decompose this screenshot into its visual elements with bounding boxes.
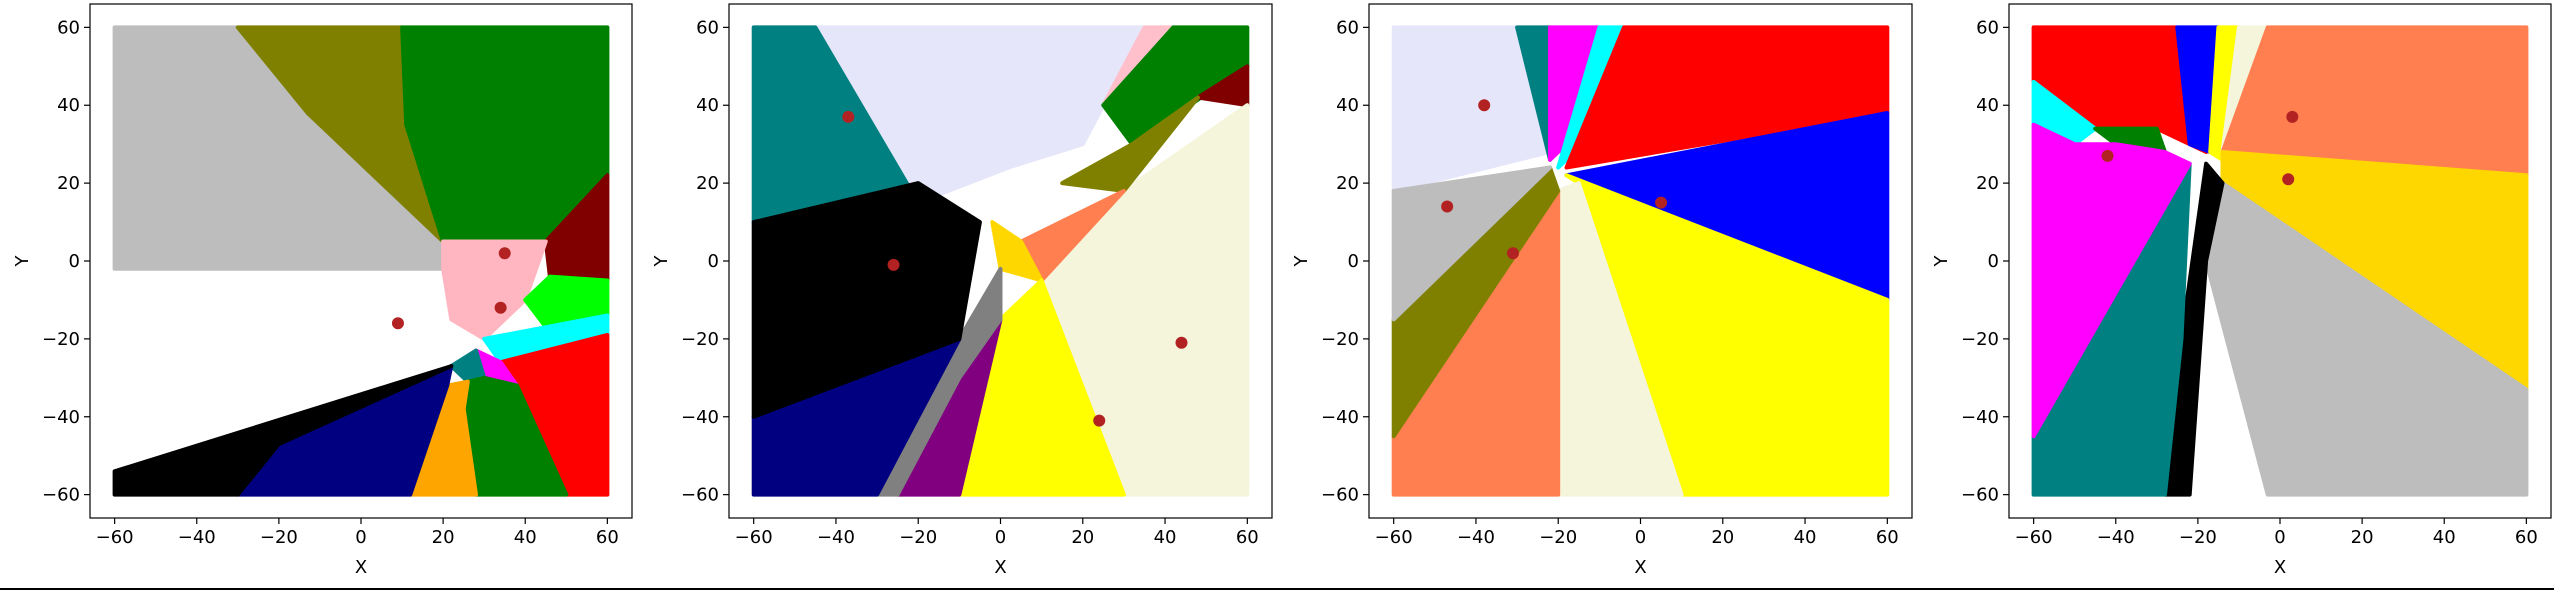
y-tick-label: −20 (681, 329, 719, 350)
chart-panel-1: −60 −40 −20 0 20 40 60 −60 −40 −20 0 20 40 60 X Y (12, 3, 633, 578)
x-tick-label: 0 (1635, 527, 1646, 548)
y-tick-label: 60 (1976, 17, 1999, 38)
x-tick-label: 0 (2274, 527, 2285, 548)
y-tick-label: −60 (42, 485, 80, 506)
x-axis-label: X (1634, 557, 1646, 578)
centroid-marker-2 (887, 258, 900, 271)
y-axis-label: Y (1291, 255, 1312, 268)
y-tick-label: 0 (1988, 251, 1999, 272)
centroid-marker-3 (1175, 336, 1188, 349)
x-tick-label: −40 (1457, 527, 1495, 548)
x-tick-label: 0 (355, 527, 366, 548)
centroid-marker-1 (1478, 99, 1491, 112)
y-tick-label: 0 (708, 251, 719, 272)
x-tick-label: −40 (2097, 527, 2135, 548)
cluster-region-5 (1196, 64, 1250, 108)
x-tick-label: −20 (899, 527, 937, 548)
x-tick-label: 40 (1794, 527, 1817, 548)
x-tick-label: 60 (1876, 527, 1899, 548)
x-tick-label: 40 (514, 527, 537, 548)
x-tick-label: −20 (2179, 527, 2217, 548)
y-tick-label: 20 (57, 173, 80, 194)
centroid-marker-3 (1506, 247, 1519, 260)
y-tick-label: 60 (1336, 17, 1359, 38)
x-tick-label: −60 (96, 527, 134, 548)
y-tick-label: −60 (681, 485, 719, 506)
y-tick-label: 0 (69, 251, 80, 272)
y-tick-label: 40 (57, 95, 80, 116)
x-axis-label: X (355, 557, 367, 578)
y-tick-label: −40 (1321, 407, 1359, 428)
centroid-marker-2 (1441, 200, 1454, 213)
cluster-region-7 (2220, 25, 2529, 178)
y-tick-label: 60 (696, 17, 719, 38)
x-tick-label: −20 (260, 527, 298, 548)
centroid-marker-1 (2286, 110, 2299, 123)
y-tick-label: −40 (42, 407, 80, 428)
x-tick-label: 20 (2351, 527, 2374, 548)
x-tick-label: −20 (1539, 527, 1577, 548)
y-tick-label: −20 (1321, 329, 1359, 350)
y-tick-label: 40 (1336, 95, 1359, 116)
centroid-marker-2 (2282, 173, 2295, 186)
centroid-marker-1 (842, 110, 855, 123)
y-tick-label: 40 (696, 95, 719, 116)
y-tick-label: −60 (1321, 485, 1359, 506)
centroid-marker-4 (1093, 414, 1106, 427)
centroid-marker-1 (498, 247, 511, 260)
cluster-region-12 (2031, 122, 2192, 439)
y-axis-label: Y (651, 255, 672, 268)
y-tick-label: −20 (1961, 329, 1999, 350)
cluster-region-14 (112, 364, 454, 497)
x-tick-label: 0 (995, 527, 1006, 548)
y-tick-label: 60 (57, 17, 80, 38)
y-tick-label: 20 (1976, 173, 1999, 194)
cluster-region-11 (2031, 161, 2192, 497)
cluster-region-14 (751, 181, 982, 419)
y-tick-label: −20 (42, 329, 80, 350)
y-tick-label: −60 (1961, 485, 1999, 506)
x-axis-label: X (994, 557, 1006, 578)
x-tick-label: 20 (432, 527, 455, 548)
x-tick-label: 40 (2433, 527, 2456, 548)
y-tick-label: 40 (1976, 95, 1999, 116)
x-tick-label: −60 (1375, 527, 1413, 548)
centroid-marker-3 (2101, 149, 2114, 162)
y-tick-label: 0 (1348, 251, 1359, 272)
x-tick-label: −60 (735, 527, 773, 548)
chart-panel-4: −60 −40 −20 0 20 40 60 −60 −40 −20 0 20 40 60 X Y (1931, 3, 2552, 578)
chart-panel-2: −60 −40 −20 0 20 40 60 −60 −40 −20 0 20 40 60 X Y (651, 3, 1273, 578)
centroid-marker-2 (494, 301, 507, 314)
cluster-region-11 (1391, 165, 1552, 322)
y-tick-label: 20 (696, 173, 719, 194)
x-tick-label: 60 (1236, 527, 1259, 548)
x-tick-label: 60 (2515, 527, 2538, 548)
chart-panel-3: −60 −40 −20 0 20 40 60 −60 −40 −20 0 20 40 60 X Y (1291, 3, 1913, 578)
y-axis-label: Y (1931, 255, 1952, 268)
x-tick-label: −40 (178, 527, 216, 548)
x-tick-label: −40 (817, 527, 855, 548)
y-tick-label: −40 (681, 407, 719, 428)
x-tick-label: 20 (1071, 527, 1094, 548)
x-tick-label: −60 (2015, 527, 2053, 548)
x-axis-label: X (2274, 557, 2286, 578)
centroid-marker-4 (1655, 196, 1668, 209)
x-tick-label: 20 (1711, 527, 1734, 548)
y-tick-label: 20 (1336, 173, 1359, 194)
x-tick-label: 40 (1154, 527, 1177, 548)
x-tick-label: 60 (596, 527, 619, 548)
y-tick-label: −40 (1961, 407, 1999, 428)
y-axis-label: Y (12, 255, 33, 268)
centroid-marker-3 (391, 317, 404, 330)
